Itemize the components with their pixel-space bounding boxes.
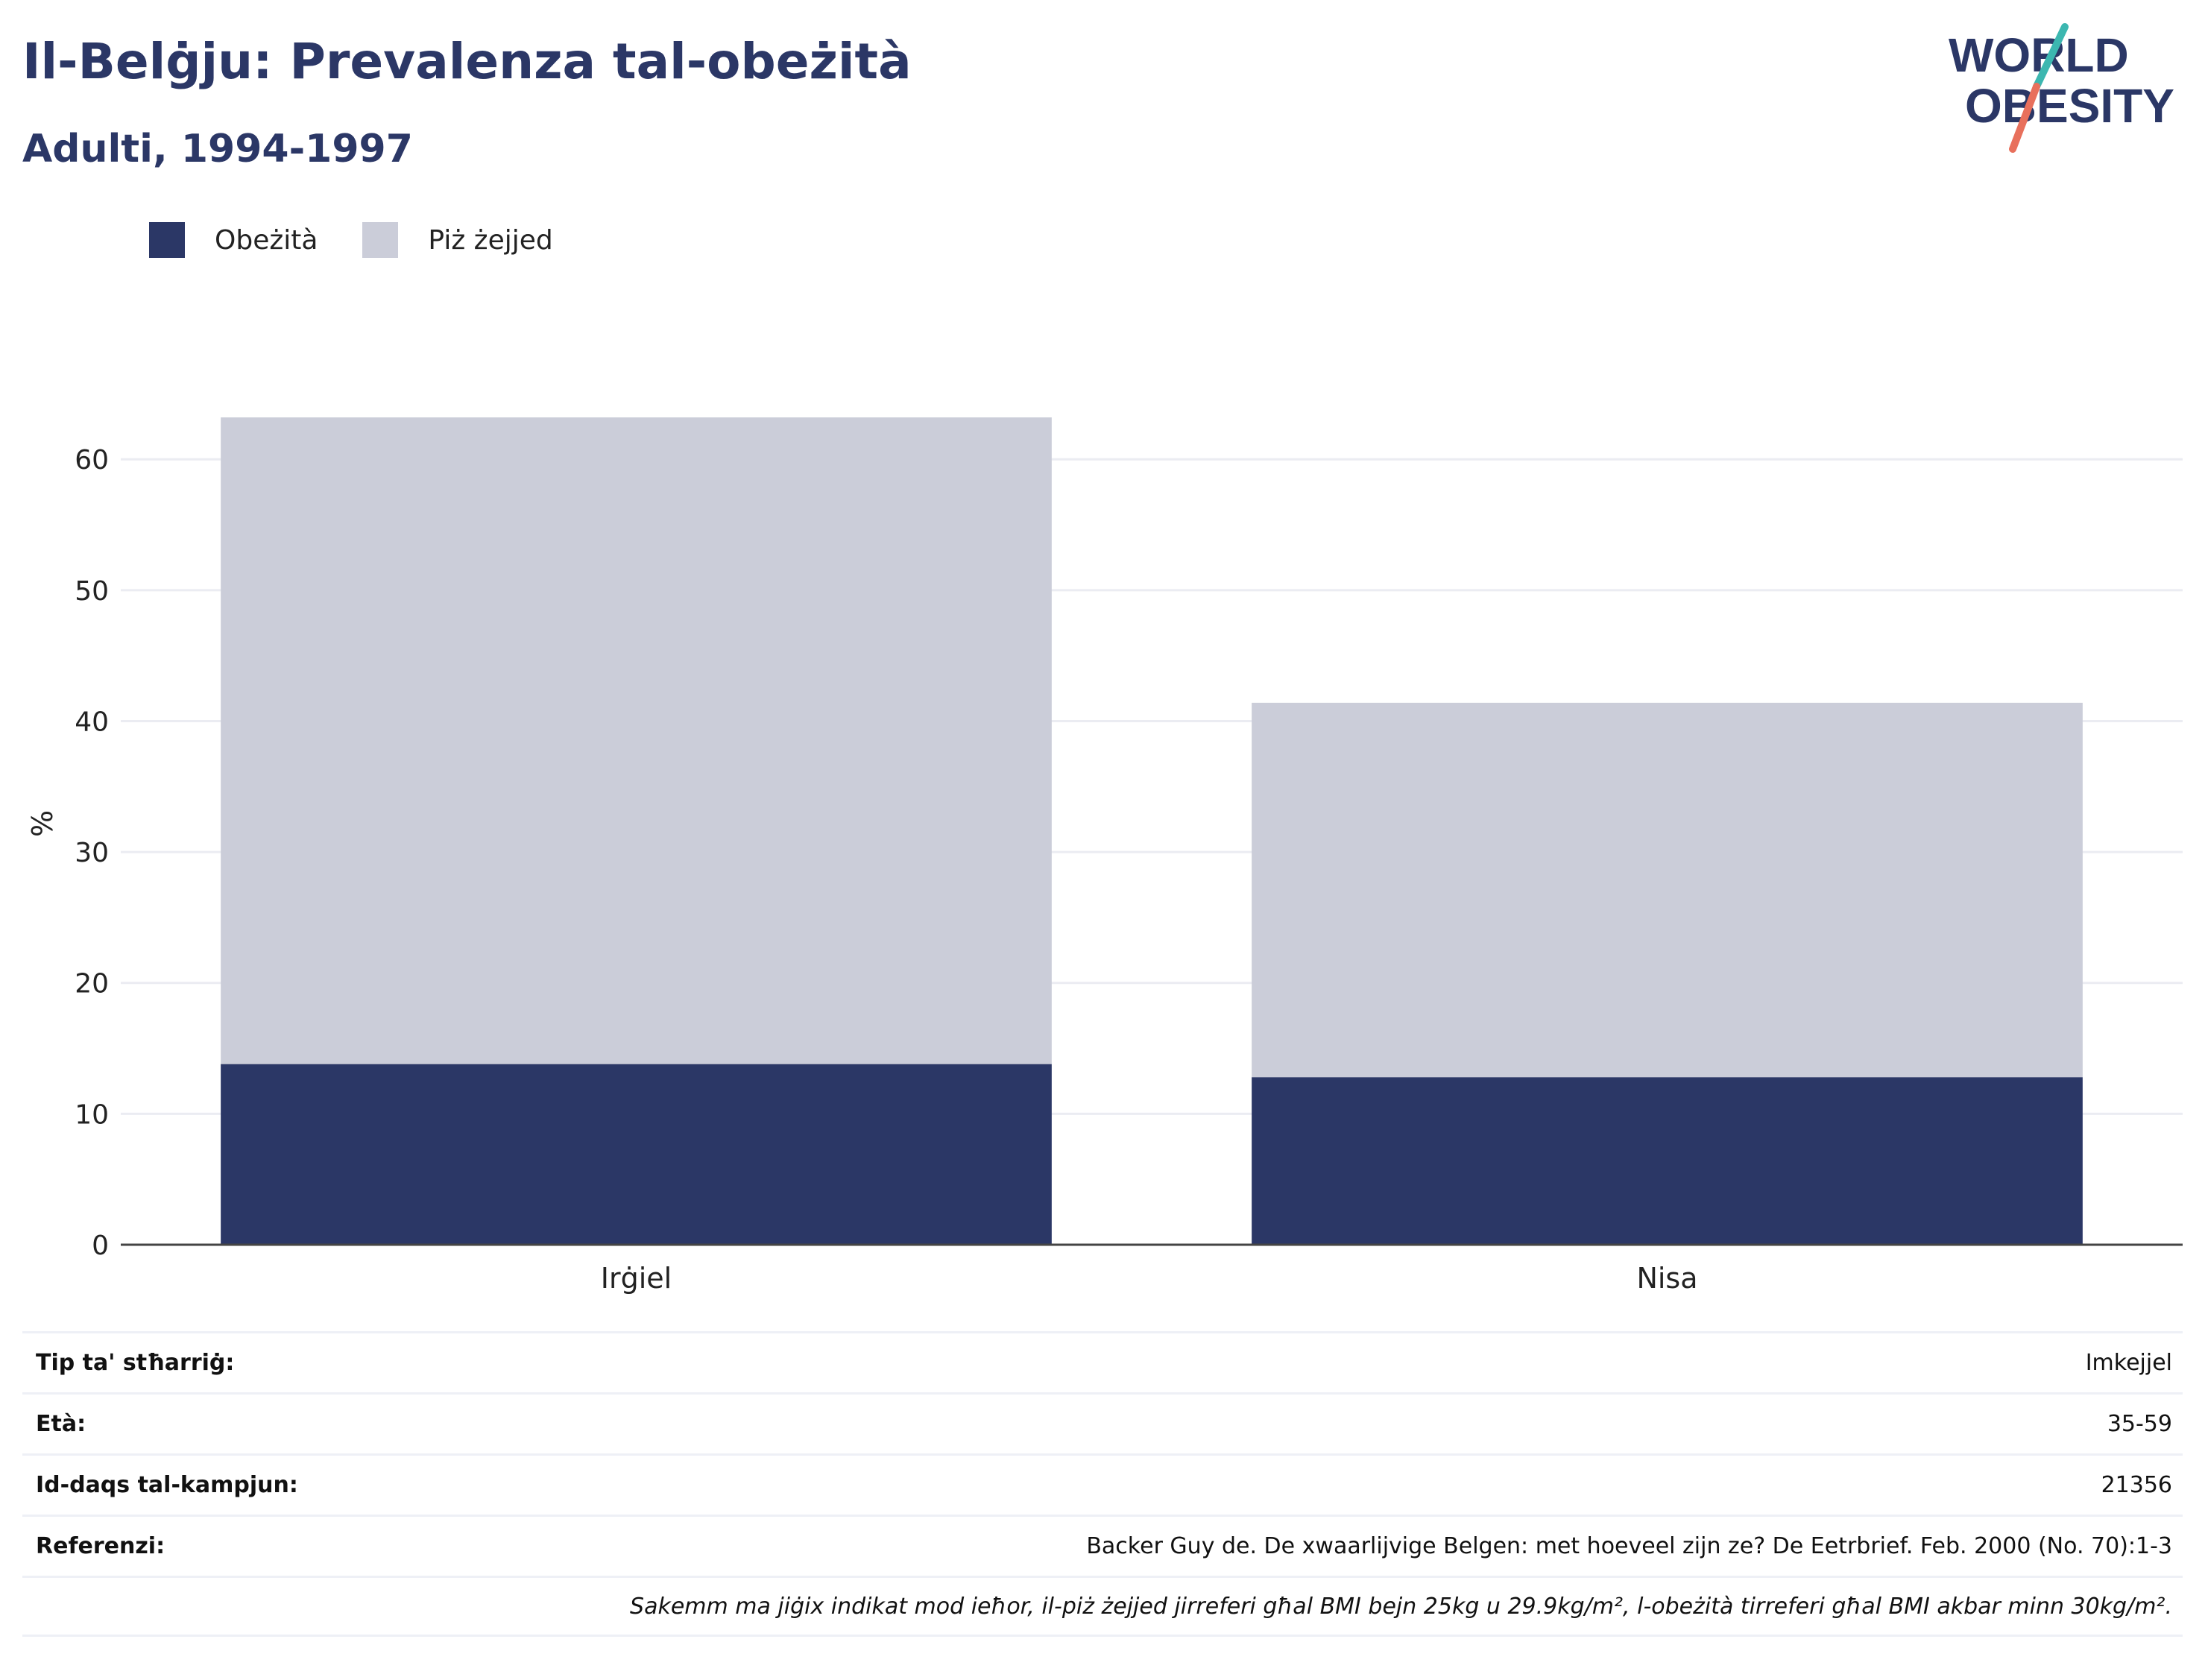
y-tick-label: 10 xyxy=(75,1099,109,1130)
info-value-references: Backer Guy de. De xwaarlijvige Belgen: m… xyxy=(1086,1533,2172,1559)
chart-subtitle: Adulti, 1994-1997 xyxy=(22,127,413,171)
info-value-age: 35-59 xyxy=(2107,1411,2172,1437)
y-tick-label: 60 xyxy=(75,445,109,476)
legend-swatch-obesity xyxy=(149,222,185,258)
world-obesity-logo: WORLD OBESITY xyxy=(1949,23,2174,153)
logo-slash-teal xyxy=(2033,23,2069,90)
y-tick-label: 0 xyxy=(92,1231,109,1261)
info-value-sample-size: 21356 xyxy=(2101,1472,2172,1498)
logo-text-world: WORLD xyxy=(1949,28,2129,82)
info-label-references: Referenzi: xyxy=(36,1533,165,1559)
legend-item-overweight[interactable]: Piż żejjed xyxy=(362,222,553,258)
logo-slash-coral xyxy=(2009,83,2040,153)
info-row-survey-type: Tip ta' stħarriġ: Imkejjel xyxy=(22,1331,2183,1392)
stacked-bar-chart: 0 10 20 30 40 50 60% Irġiel Nisa xyxy=(26,417,2183,1295)
info-label-sample-size: Id-daqs tal-kampjun: xyxy=(36,1472,298,1498)
info-row-note: Sakemm ma jiġix indikat mod ieħor, il-pi… xyxy=(22,1576,2183,1637)
info-value-survey-type: Imkejjel xyxy=(2085,1350,2172,1376)
info-label-age: Età: xyxy=(36,1411,86,1437)
x-tick-label: Irġiel xyxy=(601,1262,672,1295)
y-tick-label: 50 xyxy=(75,576,109,607)
y-tick-label: 40 xyxy=(75,707,109,737)
bar-overweight-women xyxy=(1252,702,2083,1078)
survey-info-table: Tip ta' stħarriġ: Imkejjel Età: 35-59 Id… xyxy=(22,1331,2183,1637)
legend-item-obesity[interactable]: Obeżità xyxy=(149,222,318,258)
info-label-survey-type: Tip ta' stħarriġ: xyxy=(36,1350,235,1376)
chart-legend: Obeżità Piż żejjed xyxy=(149,222,598,258)
chart-title: Il-Belġju: Prevalenza tal-obeżità xyxy=(22,33,912,90)
y-axis-title: % xyxy=(26,810,59,837)
y-tick-label: 30 xyxy=(75,838,109,868)
info-row-age: Età: 35-59 xyxy=(22,1392,2183,1453)
bar-obesity-men xyxy=(221,1064,1052,1245)
bar-overweight-men xyxy=(221,417,1052,1064)
x-tick-label: Nisa xyxy=(1636,1262,1697,1295)
legend-swatch-overweight xyxy=(362,222,399,258)
y-tick-label: 20 xyxy=(75,969,109,1000)
logo-text-obesity: OBESITY xyxy=(1965,79,2174,133)
legend-label-overweight: Piż żejjed xyxy=(428,224,553,256)
legend-label-obesity: Obeżità xyxy=(215,224,318,256)
info-row-references: Referenzi: Backer Guy de. De xwaarlijvig… xyxy=(22,1515,2183,1576)
info-row-sample-size: Id-daqs tal-kampjun: 21356 xyxy=(22,1453,2183,1515)
bar-obesity-women xyxy=(1252,1077,2083,1245)
bmi-definition-note: Sakemm ma jiġix indikat mod ieħor, il-pi… xyxy=(630,1593,2172,1620)
